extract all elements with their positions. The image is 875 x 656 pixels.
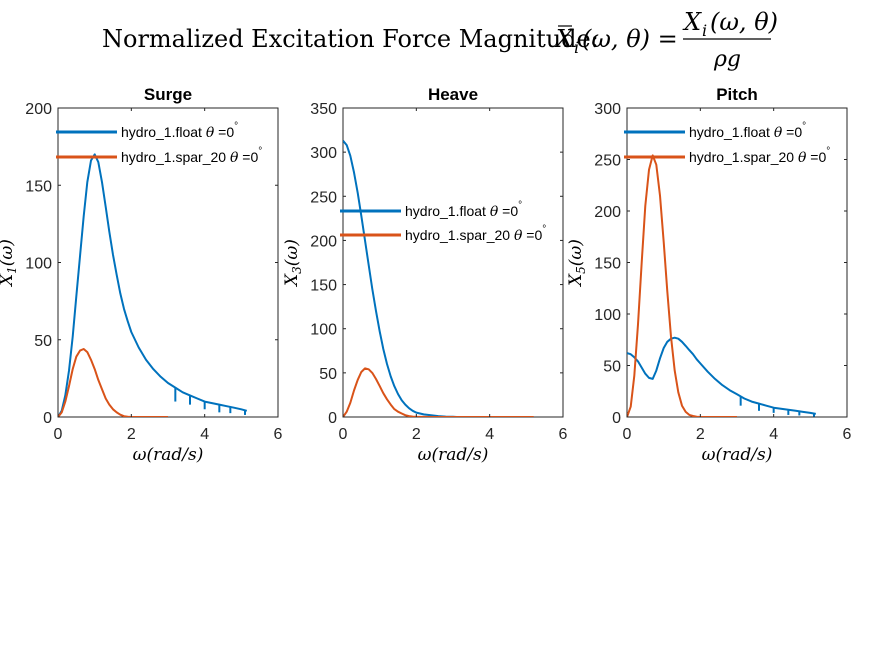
suptitle-fraction: X i (ω, θ) ρg [682,8,778,72]
x-tick-label: 6 [843,426,852,443]
y-axis-label: X5(ω) [566,239,588,288]
y-tick-label: 0 [43,410,52,427]
series-line-2 [627,154,737,417]
x-tick-label: 4 [769,426,778,443]
x-tick-label: 6 [559,426,568,443]
y-tick-label: 250 [310,189,337,206]
y-tick-label: 150 [25,178,52,195]
y-tick-label: 300 [310,145,337,162]
y-tick-label: 150 [594,256,621,273]
legend-label-1: hydro_1.float θ =0° [689,121,806,141]
x-tick-label: 0 [339,426,348,443]
x-tick-label: 4 [485,426,494,443]
y-tick-label: 0 [328,410,337,427]
y-tick-label: 100 [25,256,52,273]
y-tick-label: 300 [594,101,621,118]
plot-area [342,107,564,418]
y-tick-label: 200 [25,101,52,118]
x-tick-label: 0 [54,426,63,443]
x-tick-label: 6 [274,426,283,443]
legend-label-1: hydro_1.float θ =0° [405,200,522,220]
legend-label-2: hydro_1.spar_20 θ =0° [689,146,830,166]
y-tick-label: 50 [319,366,337,383]
suptitle-lhs-sub: i [574,38,579,57]
y-tick-label: 250 [594,153,621,170]
y-tick-label: 200 [310,233,337,250]
suptitle-prefix: Normalized Excitation Force Magnitude: [102,25,606,53]
x-axis-label: ω(rad/s) [133,445,204,465]
suptitle-num-base: X [682,8,702,36]
legend-label-1: hydro_1.float θ =0° [121,121,238,141]
subplot-surge: 0 2 4 6 0 50 100 150 200 Surge ω(rad/s) X1(ω) hydro_… [0,85,283,465]
suptitle-den: ρg [713,47,741,72]
suptitle-lhs-args: (ω, θ) = [582,25,685,53]
series-line-2 [58,348,168,417]
figure-suptitle: Normalized Excitation Force Magnitude: X… [102,8,778,72]
suptitle-lhs: X i (ω, θ) = [554,25,685,57]
y-tick-label: 0 [612,410,621,427]
suptitle-num-sub: i [702,21,707,40]
x-axis-label: ω(rad/s) [702,445,773,465]
subplot-title: Surge [144,85,192,104]
legend: hydro_1.float θ =0° hydro_1.spar_20 θ =0° [56,121,262,166]
y-tick-label: 100 [310,322,337,339]
legend-label-2: hydro_1.spar_20 θ =0° [405,224,546,244]
x-tick-label: 4 [200,426,209,443]
series-line-1 [343,140,457,417]
subplot-title: Pitch [716,85,758,104]
legend-label-2: hydro_1.spar_20 θ =0° [121,146,262,166]
y-tick-label: 50 [603,359,621,376]
x-tick-label: 2 [412,426,421,443]
y-tick-label: 100 [594,307,621,324]
y-axis-label: X1(ω) [0,239,19,288]
suptitle-lhs-base: X [554,25,574,53]
subplot-heave: 0 2 4 6 0 50 100 150 200 250 300 350 Heave ω(rad/s) X3… [282,85,568,465]
series-line-1 [627,336,816,415]
y-tick-label: 200 [594,204,621,221]
x-axis-label: ω(rad/s) [418,445,489,465]
subplot-pitch: 0 2 4 6 0 50 100 150 200 250 300 Pitch ω(rad/s) X5(ω)… [566,85,852,465]
suptitle-num-args: (ω, θ) [710,8,778,36]
x-tick-label: 2 [127,426,136,443]
x-tick-label: 2 [696,426,705,443]
y-tick-label: 350 [310,101,337,118]
y-tick-label: 150 [310,278,337,295]
legend: hydro_1.float θ =0° hydro_1.spar_20 θ =0° [340,200,546,244]
subplot-title: Heave [428,85,478,104]
x-tick-label: 0 [623,426,632,443]
y-axis-label: X3(ω) [282,239,304,288]
subplot-grid: 0246050100150200Surgeω(rad/s)X1(ω)hydro_… [0,85,852,465]
y-tick-label: 50 [34,333,52,350]
legend: hydro_1.float θ =0° hydro_1.spar_20 θ =0° [624,121,830,166]
